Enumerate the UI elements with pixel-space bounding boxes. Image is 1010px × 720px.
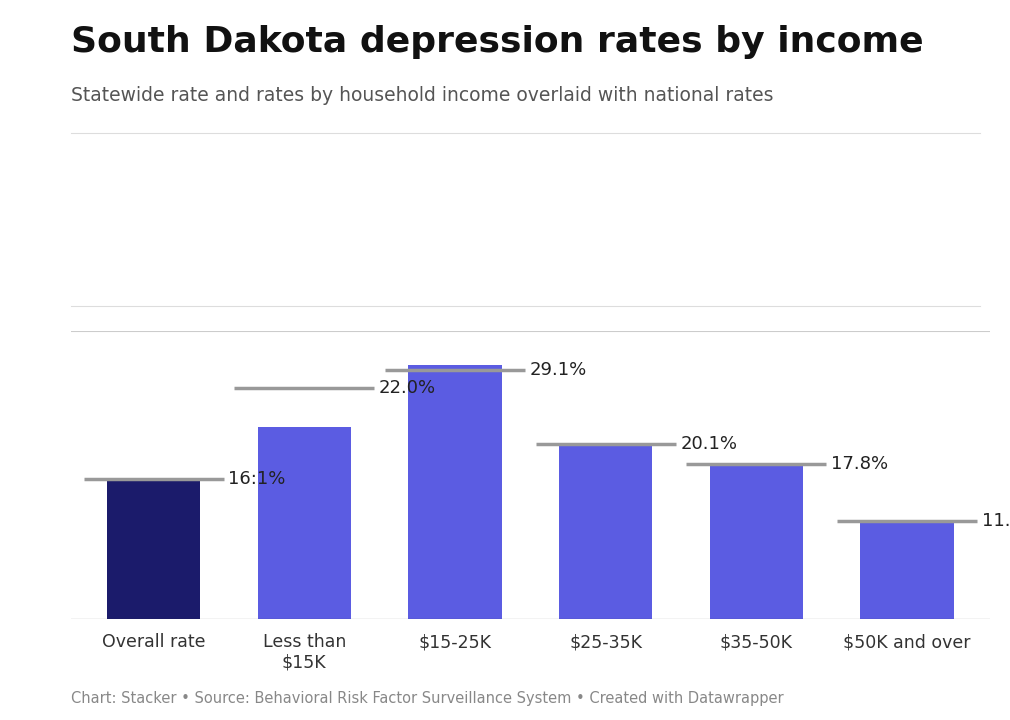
Text: South Dakota depression rates by income: South Dakota depression rates by income: [71, 25, 923, 59]
Text: 17.8%: 17.8%: [831, 455, 888, 473]
Text: Statewide rate and rates by household income overlaid with national rates: Statewide rate and rates by household in…: [71, 86, 774, 105]
Bar: [258, 427, 350, 619]
Text: 22.0%: 22.0%: [379, 379, 436, 397]
Text: 16:1%: 16:1%: [228, 469, 286, 487]
Text: 29.1%: 29.1%: [529, 361, 587, 379]
Bar: [408, 365, 502, 619]
Text: 20.1%: 20.1%: [680, 435, 737, 453]
Bar: [107, 479, 200, 619]
Bar: [710, 464, 803, 619]
Text: 11.2%: 11.2%: [982, 513, 1010, 531]
Text: Chart: Stacker • Source: Behavioral Risk Factor Surveillance System • Created wi: Chart: Stacker • Source: Behavioral Risk…: [71, 691, 784, 706]
Bar: [861, 521, 953, 619]
Bar: [559, 444, 652, 619]
